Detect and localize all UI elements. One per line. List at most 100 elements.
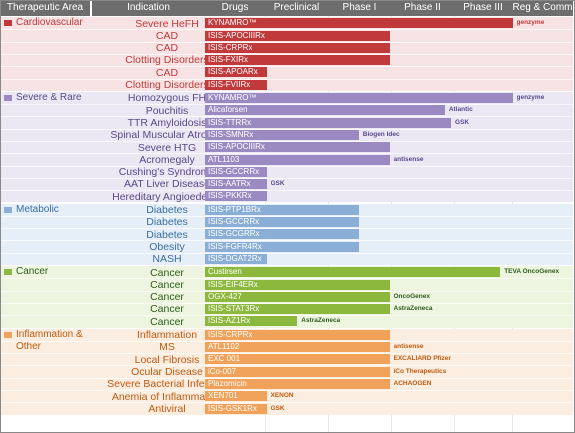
row-divider	[0, 41, 573, 43]
row-divider	[0, 365, 573, 367]
indication-label: Severe HTG	[137, 141, 197, 154]
indication-label: CAD	[155, 66, 179, 79]
row-divider	[0, 116, 573, 118]
stage-bar	[205, 241, 359, 252]
drug-label: KYNAMRO™	[208, 93, 257, 102]
indication-label: Severe Bacterial Infection	[107, 378, 227, 391]
indication-label: Anemia of Inflammation	[111, 390, 223, 403]
row-divider	[0, 390, 573, 391]
stage-bar	[205, 105, 445, 116]
stage-bar	[205, 117, 451, 128]
drug-label: ISIS-STAT3Rx	[208, 304, 260, 314]
row-divider	[0, 278, 573, 280]
area-label: Metabolic	[16, 203, 59, 215]
indication-label: Clotting Disorders	[125, 79, 209, 91]
stage-bar	[205, 354, 390, 365]
drug-label: ISIS-FXIRx	[208, 55, 249, 65]
drug-label: ISIS-FGFR4Rx	[208, 241, 262, 251]
stage-bar	[205, 166, 267, 177]
drug-label: ISIS-TTRRx	[208, 117, 252, 127]
partner-logo: EXCALIARD Pfizer	[393, 355, 451, 363]
drug-label: Plazomicin	[208, 378, 247, 388]
row-divider	[0, 128, 573, 130]
header-phase-iii: Phase III	[454, 0, 512, 16]
drug-label: ISIS-PTP1BRx	[208, 204, 261, 214]
area-swatch	[4, 331, 12, 338]
stage-bar	[205, 391, 267, 402]
indication-label: Ocular Disease	[131, 365, 203, 378]
area-label: Inflammation & Other	[16, 328, 83, 352]
row-divider	[0, 153, 573, 155]
stage-bar	[205, 30, 390, 41]
row-divider	[0, 165, 573, 167]
indication-label: Cancer	[150, 291, 184, 304]
indication-label: Severe HeFH	[135, 17, 199, 30]
drug-label: ISIS-DGAT2Rx	[208, 253, 262, 263]
row-divider	[0, 353, 573, 355]
area-swatch	[4, 20, 12, 26]
partner-logo: XENON	[270, 392, 294, 400]
partner-logo: iCo Therapeutics	[393, 367, 447, 375]
row-divider	[0, 215, 573, 217]
stage-bar	[205, 329, 390, 340]
drug-label: ISIS-AATRx	[208, 179, 251, 189]
indication-label: CAD	[155, 42, 179, 55]
partner-logo: genzyme	[516, 19, 545, 27]
drug-label: Alicaforsen	[208, 105, 248, 115]
drug-label: XEN701	[208, 391, 238, 401]
indication-label: Clotting Disorders	[125, 54, 209, 67]
partner-logo: AstraZeneca	[393, 305, 433, 313]
header-preclinical: Preclinical	[265, 0, 328, 16]
stage-bar	[205, 229, 359, 240]
partner-logo: TEVA OncoGenex	[504, 268, 560, 276]
indication-label: Cancer	[150, 303, 184, 316]
drug-label: ISIS-APOCIIIRx	[208, 30, 265, 40]
stage-bar	[205, 179, 267, 190]
partner-logo: ACHAOGEN	[393, 379, 432, 387]
stage-bar	[205, 42, 390, 53]
drug-label: ISIS-CRPRx	[208, 42, 253, 52]
indication-label: Diabetes	[146, 216, 188, 229]
partner-logo: antisense	[393, 155, 424, 163]
drug-label: ISIS-EIF4ERx	[208, 279, 258, 289]
stage-bar	[205, 93, 513, 103]
area-swatch	[4, 94, 12, 101]
row-divider	[0, 104, 573, 106]
indication-label: Cancer	[150, 278, 184, 291]
stage-bar	[205, 291, 390, 302]
row-divider	[0, 141, 573, 142]
drug-label: EXC 001	[208, 354, 241, 364]
row-divider	[0, 78, 573, 80]
indication-label: Cancer	[150, 315, 184, 328]
header-phase-ii: Phase II	[391, 0, 454, 16]
indication-label: Hereditary Angioedema	[112, 190, 222, 203]
row-divider	[0, 177, 573, 179]
indication-label: AAT Liver Disease	[124, 178, 210, 191]
drug-label: ISIS-GSK1Rx	[208, 403, 257, 413]
indication-label: Diabetes	[146, 228, 188, 241]
header-indication: Indication	[92, 0, 205, 16]
partner-logo: GSK	[270, 180, 285, 188]
stage-bar	[205, 267, 501, 278]
area-label: Cardiovascular	[16, 17, 83, 28]
row-divider	[0, 190, 573, 192]
stage-bar	[205, 342, 390, 352]
stage-bar	[205, 403, 267, 414]
header-therapeutic-area: Therapeutic Area	[0, 0, 90, 16]
drug-label: ISIS-GCGRRx	[208, 229, 260, 239]
drug-label: OGX-427	[208, 291, 242, 301]
stage-bar	[205, 279, 390, 290]
partner-logo: GSK	[270, 404, 285, 412]
indication-label: Local Fibrosis	[134, 353, 200, 366]
drug-label: KYNAMRO™	[208, 18, 257, 28]
partner-logo: genzyme	[516, 94, 545, 101]
drug-label: ISIS-SMNRx	[208, 129, 254, 139]
indication-label: Antiviral	[148, 402, 186, 415]
drug-label: ISIS-AZ1Rx	[208, 316, 251, 326]
area-label: Cancer	[16, 266, 49, 277]
indication-label: NASH	[152, 253, 182, 266]
indication-label: Cushing's Syndrome	[118, 166, 216, 179]
stage-bar	[205, 67, 267, 78]
